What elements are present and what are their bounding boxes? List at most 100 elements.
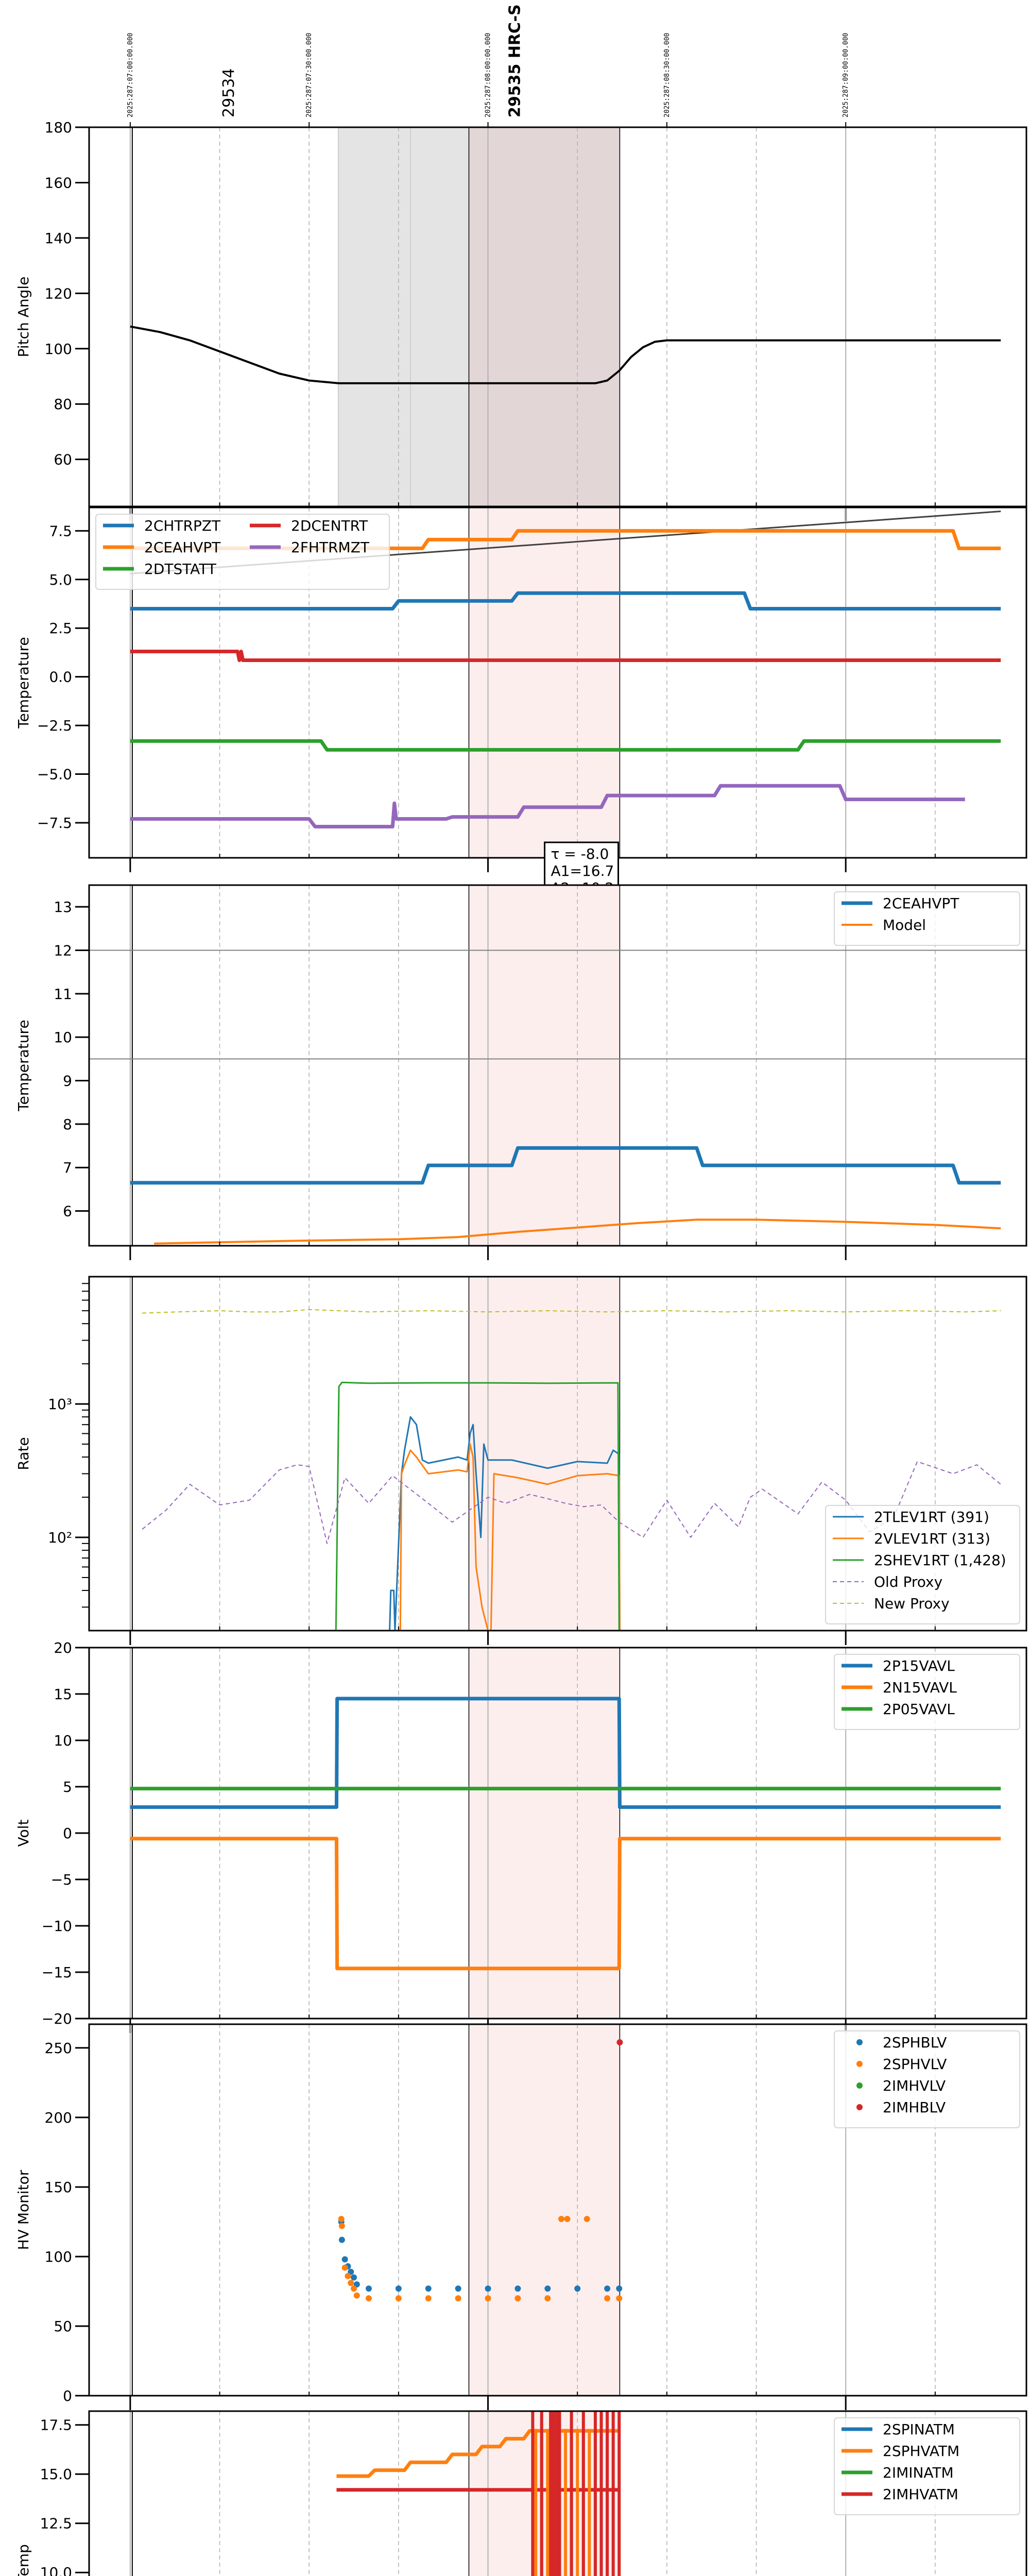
series-2FHTRMZT (130, 784, 965, 829)
annotation-line: A1=16.7 (551, 862, 614, 879)
y-axis-label: Detector Temp (15, 2544, 32, 2576)
legend-box (834, 891, 1020, 946)
axes-frame (88, 884, 1027, 1247)
series-2DTSTATT (130, 739, 1001, 752)
panel-pitch: 60 80 100 120 140 160 180 Pitch Angle (15, 119, 1027, 521)
y-axis-label: Temperature (15, 1020, 32, 1111)
y-tick-label: 0 (63, 2387, 72, 2404)
legend-label: 2SPHBLV (883, 2034, 947, 2051)
point-2SPHVLV (514, 2295, 521, 2301)
observation-band (338, 885, 469, 1246)
observation-band (469, 1648, 620, 2019)
y-tick-label: 250 (45, 2040, 72, 2057)
legend-label: 2SPINATM (883, 2421, 955, 2438)
legend-label: 2P15VAVL (883, 1657, 955, 1674)
point-2SPHVLV (348, 2280, 354, 2286)
y-tick-label: 9 (63, 1073, 72, 1090)
axes-frame (88, 126, 1027, 507)
y-tick-label: 10 (54, 1029, 72, 1046)
observation-band (469, 2024, 620, 2396)
point-2SPHVLV (485, 2295, 491, 2301)
observation-band (338, 2411, 469, 2576)
legend-label: 2CEAHVPT (144, 539, 221, 556)
panel-rate: 10² 10³ Rate 2TLEV1RT (391) 2VLEV1RT (313) 2S… (15, 1276, 1027, 1645)
legend-label: 2CEAHVPT (883, 895, 959, 912)
plot-area (336, 2411, 621, 2576)
top-time-label: 2025:287:07:30:00.000 (305, 33, 313, 117)
y-tick-label: −5 (51, 1871, 72, 1888)
y-tick-label: 10³ (48, 1396, 72, 1413)
y-tick-label: 0.0 (49, 669, 72, 686)
point-2SPHVLV (564, 2216, 571, 2223)
y-axis-label: Temperature (15, 637, 32, 728)
y-tick-label: 200 (45, 2109, 72, 2126)
y-tick-label: 11 (54, 986, 72, 1003)
y-tick-label: 140 (45, 230, 72, 247)
plot-area (142, 1309, 1001, 1631)
y-tick-label: 10.0 (40, 2564, 72, 2576)
point-2SPHBLV (395, 2285, 402, 2292)
legend-marker (856, 2104, 863, 2110)
y-tick-label: 15 (54, 1686, 72, 1703)
series-2CEAHVPT (130, 1146, 1001, 1185)
panel-volt: −20−15−10−505101520Volt2P15VAVL2N15VAVL2… (15, 1639, 1027, 2033)
legend: 2SPINATM 2SPHVATM 2IMINATM 2IMHVATM (834, 2417, 1020, 2515)
point-2SPHVLV (558, 2216, 564, 2223)
point-2SPHVLV (365, 2295, 372, 2301)
point-2SPHVLV (395, 2295, 402, 2301)
observation-band (469, 127, 620, 506)
point-2SPHVLV (616, 2295, 623, 2301)
legend-marker (856, 2061, 863, 2067)
legend-box (834, 1654, 1020, 1730)
y-tick-label: 8 (63, 1116, 72, 1133)
y-tick-label: 60 (54, 451, 72, 468)
point-2SPHVLV (583, 2216, 590, 2223)
y-tick-label: 6 (63, 1203, 72, 1220)
point-2SPHBLV (616, 2285, 623, 2292)
series-2P15VAVL (130, 1697, 1001, 1809)
top-time-label: 2025:287:09:00:00.000 (842, 33, 850, 117)
legend-label: 2SHEV1RT (1,428) (874, 1552, 1006, 1569)
y-tick-label: −10 (42, 1918, 72, 1935)
y-tick-label: 5 (63, 1778, 72, 1795)
legend: 2TLEV1RT (391) 2VLEV1RT (313) 2SHEV1RT (1,… (825, 1505, 1020, 1624)
legend-label: 2SPHVATM (883, 2443, 959, 2460)
y-tick-label: 50 (54, 2318, 72, 2335)
legend-box (95, 514, 390, 590)
y-tick-label: 100 (45, 2248, 72, 2265)
panel-ceahvpt: 6 7 8 9 10 11 12 13 Temperature 2CEAHVPT Model (15, 884, 1027, 1260)
y-tick-label: 120 (45, 285, 72, 302)
series-2N15VAVL (130, 1837, 1001, 1971)
y-tick-label: 10 (54, 1732, 72, 1749)
plot-area (130, 1146, 1001, 1245)
observation-band (469, 885, 620, 1246)
legend-label: 2DCENTRT (291, 517, 368, 534)
annotation-line: τ = -8.0 (551, 845, 609, 862)
y-tick-label: 100 (45, 341, 72, 358)
y-axis-label: Rate (15, 1437, 32, 1470)
y-tick-label: 0 (63, 1825, 72, 1842)
axes-frame (88, 2410, 1027, 2576)
legend-label: Old Proxy (874, 1573, 942, 1590)
plot-area (130, 325, 1001, 384)
y-tick-label: 17.5 (40, 2417, 72, 2434)
y-tick-label: −20 (42, 2010, 72, 2027)
series-2VLEV1RT (313) (399, 1443, 621, 1631)
y-tick-label: −15 (42, 1964, 72, 1981)
legend-marker (856, 2039, 863, 2045)
y-tick-label: 150 (45, 2179, 72, 2196)
legend-label: 2P05VAVL (883, 1701, 955, 1718)
series-Old Proxy (142, 1461, 1001, 1544)
legend-label: Model (883, 917, 926, 934)
legend-label: 2IMHVATM (883, 2486, 958, 2503)
legend: 2CEAHVPT Model (834, 891, 1020, 946)
legend-label: 2VLEV1RT (313) (874, 1530, 990, 1547)
y-axis-label: Volt (15, 1820, 32, 1847)
point-2SPHVLV (351, 2285, 357, 2292)
legend-label: 2DTSTATT (144, 561, 217, 578)
series-2CHTRPZT (130, 591, 1001, 611)
plot-area (130, 1697, 1001, 1971)
legend: 2CHTRPZT 2CEAHVPT 2DTSTATT 2DCENTRT 2FHTRMZT (95, 514, 390, 590)
point-2SPHBLV (425, 2285, 432, 2292)
